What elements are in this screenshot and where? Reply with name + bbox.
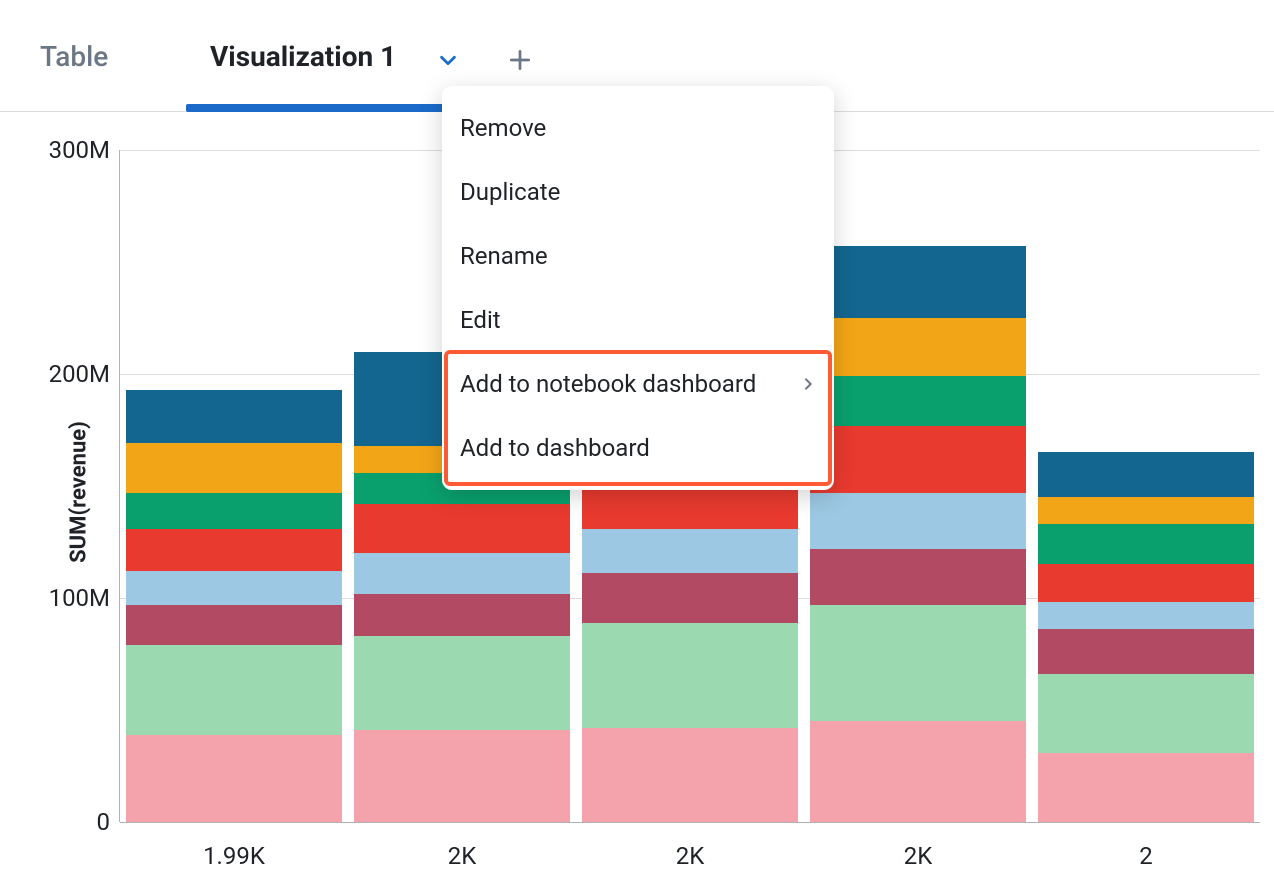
menu-item-duplicate[interactable]: Duplicate bbox=[442, 160, 834, 224]
bar-segment-red bbox=[810, 426, 1027, 493]
bar-segment-red bbox=[354, 504, 571, 553]
menu-item-add-to-dashboard[interactable]: Add to dashboard bbox=[442, 416, 834, 480]
tab-label: Visualization 1 bbox=[210, 40, 396, 73]
y-tick-label: 200M bbox=[40, 360, 110, 388]
bar-segment-maroon bbox=[126, 605, 343, 645]
bar-segment-green bbox=[810, 376, 1027, 425]
bar-segment-red bbox=[126, 529, 343, 572]
bar-segment-mint bbox=[810, 605, 1027, 721]
bar-segment-orange bbox=[810, 318, 1027, 376]
add-tab-button[interactable] bbox=[500, 42, 540, 82]
x-tick-label: 2K bbox=[448, 842, 477, 870]
bar[interactable] bbox=[126, 112, 343, 822]
tab-menu-button[interactable] bbox=[432, 46, 464, 78]
bar[interactable] bbox=[1038, 112, 1255, 822]
bar-segment-green bbox=[126, 493, 343, 529]
x-axis-line bbox=[120, 822, 1260, 823]
bar-segment-mint bbox=[126, 645, 343, 735]
bar[interactable] bbox=[810, 112, 1027, 822]
tab-label: Table bbox=[40, 40, 108, 73]
x-tick-label: 2 bbox=[1139, 842, 1153, 870]
bar-segment-lightblue bbox=[810, 493, 1027, 549]
x-tick-label: 2K bbox=[904, 842, 933, 870]
active-tab-underline bbox=[186, 104, 456, 112]
bar-segment-teal bbox=[810, 246, 1027, 318]
menu-item-rename[interactable]: Rename bbox=[442, 224, 834, 288]
menu-item-label: Rename bbox=[460, 242, 548, 270]
bar-segment-maroon bbox=[1038, 629, 1255, 674]
bar-segment-maroon bbox=[354, 594, 571, 637]
bar-segment-pink bbox=[810, 721, 1027, 822]
bar-segment-lightblue bbox=[1038, 602, 1255, 629]
bar-segment-green bbox=[1038, 524, 1255, 564]
tab-visualization-1[interactable]: Visualization 1 bbox=[210, 0, 396, 112]
bar-segment-orange bbox=[126, 443, 343, 492]
tab-table[interactable]: Table bbox=[40, 0, 108, 112]
y-tick-label: 300M bbox=[40, 136, 110, 164]
bar-segment-teal bbox=[126, 390, 343, 444]
bar-segment-lightblue bbox=[354, 553, 571, 593]
bar-segment-pink bbox=[1038, 753, 1255, 822]
bar-segment-mint bbox=[1038, 674, 1255, 752]
bar-segment-lightblue bbox=[582, 529, 799, 574]
menu-item-edit[interactable]: Edit bbox=[442, 288, 834, 352]
bar-segment-orange bbox=[1038, 497, 1255, 524]
x-tick-label: 1.99K bbox=[203, 842, 265, 870]
bar-segment-red bbox=[1038, 564, 1255, 602]
menu-item-label: Add to notebook dashboard bbox=[460, 370, 756, 398]
bar-segment-pink bbox=[354, 730, 571, 822]
menu-item-label: Edit bbox=[460, 306, 501, 334]
bar-segment-mint bbox=[582, 623, 799, 728]
bar-segment-pink bbox=[582, 728, 799, 822]
x-tick-label: 2K bbox=[676, 842, 705, 870]
tab-context-menu: Remove Duplicate Rename Edit Add to notebook… bbox=[442, 86, 834, 490]
menu-item-label: Add to dashboard bbox=[460, 434, 650, 462]
bar-segment-maroon bbox=[810, 549, 1027, 605]
bar-segment-mint bbox=[354, 636, 571, 730]
y-tick-label: 100M bbox=[40, 584, 110, 612]
menu-item-label: Duplicate bbox=[460, 178, 560, 206]
bar-segment-lightblue bbox=[126, 571, 343, 605]
bar-segment-maroon bbox=[582, 573, 799, 622]
plus-icon bbox=[507, 47, 533, 77]
y-axis-line bbox=[119, 150, 120, 822]
menu-item-label: Remove bbox=[460, 114, 546, 142]
menu-item-remove[interactable]: Remove bbox=[442, 96, 834, 160]
bar-segment-pink bbox=[126, 735, 343, 822]
bar-segment-teal bbox=[1038, 452, 1255, 497]
chevron-down-icon bbox=[437, 49, 459, 75]
menu-item-add-to-notebook-dashboard[interactable]: Add to notebook dashboard bbox=[442, 352, 834, 416]
chevron-right-icon bbox=[800, 370, 816, 398]
y-tick-label: 0 bbox=[40, 808, 110, 836]
y-axis-label: SUM(revenue) bbox=[66, 421, 91, 563]
